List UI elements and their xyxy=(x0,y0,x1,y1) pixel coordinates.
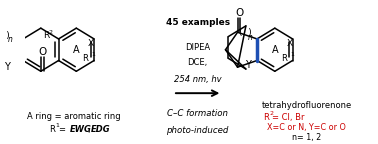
Text: 45 examples: 45 examples xyxy=(166,18,230,27)
Text: DCE,: DCE, xyxy=(187,58,208,67)
Text: O: O xyxy=(39,47,47,57)
Text: R: R xyxy=(281,54,287,63)
Text: 254 nm, hv: 254 nm, hv xyxy=(174,75,222,84)
Text: n= 1, 2: n= 1, 2 xyxy=(292,133,321,142)
Text: ,: , xyxy=(87,125,90,134)
Text: (  ): ( ) xyxy=(0,31,10,39)
Text: A: A xyxy=(271,45,278,55)
Text: X: X xyxy=(287,39,293,48)
Text: 1: 1 xyxy=(91,52,95,57)
Text: R: R xyxy=(49,125,55,134)
Text: X: X xyxy=(87,39,93,48)
Text: A ring = aromatic ring: A ring = aromatic ring xyxy=(27,112,120,121)
Text: R: R xyxy=(263,113,268,122)
Text: n: n xyxy=(248,33,253,42)
Text: tetrahydrofluorenone: tetrahydrofluorenone xyxy=(261,101,352,110)
Text: EDG: EDG xyxy=(91,125,111,134)
Text: photo-induced: photo-induced xyxy=(166,126,229,135)
Text: 1: 1 xyxy=(56,123,60,128)
Text: R: R xyxy=(43,32,49,40)
Text: R: R xyxy=(82,54,88,63)
Text: Y: Y xyxy=(4,62,10,72)
Text: X=C or N, Y=C or O: X=C or N, Y=C or O xyxy=(267,123,346,132)
Text: (  ): ( ) xyxy=(239,28,251,37)
Text: 2: 2 xyxy=(269,111,273,116)
Text: =: = xyxy=(59,125,68,134)
Text: EWG: EWG xyxy=(70,125,91,134)
Text: C–C formation: C–C formation xyxy=(167,109,228,118)
Text: n: n xyxy=(8,35,12,44)
Text: = Cl, Br: = Cl, Br xyxy=(272,113,305,122)
Text: 1: 1 xyxy=(291,52,294,57)
Text: A: A xyxy=(73,45,80,55)
Text: Y: Y xyxy=(245,60,251,70)
Text: O: O xyxy=(235,8,243,18)
Text: DIPEA: DIPEA xyxy=(185,43,210,52)
Text: 2: 2 xyxy=(48,30,52,35)
